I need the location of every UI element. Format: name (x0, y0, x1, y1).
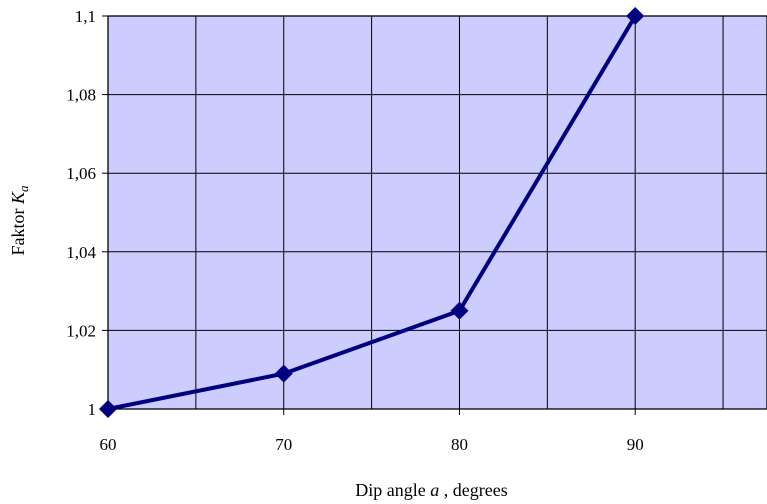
x-axis-label: Dip angle a , degrees (355, 480, 507, 500)
data-point-marker (274, 364, 293, 383)
y-tick-label: 1,06 (66, 164, 96, 183)
series-line (107, 14, 637, 411)
y-axis-label: Faktor Ka (8, 185, 31, 256)
y-tick-label: 1 (88, 400, 97, 419)
x-axis-label-suffix: , degrees (439, 480, 507, 500)
y-tick-label: 1,08 (66, 86, 96, 105)
x-tick-label: 90 (627, 435, 644, 454)
y-tick-label: 1,02 (66, 321, 96, 340)
plot-area (108, 16, 767, 409)
data-point-marker (99, 400, 117, 418)
y-tick-labels: 1 1,02 1,04 1,06 1,08 1,1 (66, 7, 108, 419)
y-tick-label: 1,04 (66, 243, 96, 262)
y-axis-label-prefix: Faktor (8, 204, 28, 256)
y-tick-label: 1,1 (75, 7, 96, 26)
y-axis-label-subscript: a (16, 185, 31, 192)
x-tick-label: 70 (275, 435, 292, 454)
data-point-marker (450, 301, 469, 320)
x-tick-label: 80 (451, 435, 468, 454)
x-axis-label-prefix: Dip angle (355, 480, 430, 500)
y-axis-label-symbol: K (8, 191, 28, 205)
plot-frame (107, 15, 767, 410)
x-tick-labels: 60 70 80 90 (100, 409, 644, 454)
series-markers (99, 7, 645, 418)
x-tick-label: 60 (100, 435, 117, 454)
x-axis-label-symbol: a (430, 480, 439, 500)
data-point-marker (626, 7, 645, 25)
